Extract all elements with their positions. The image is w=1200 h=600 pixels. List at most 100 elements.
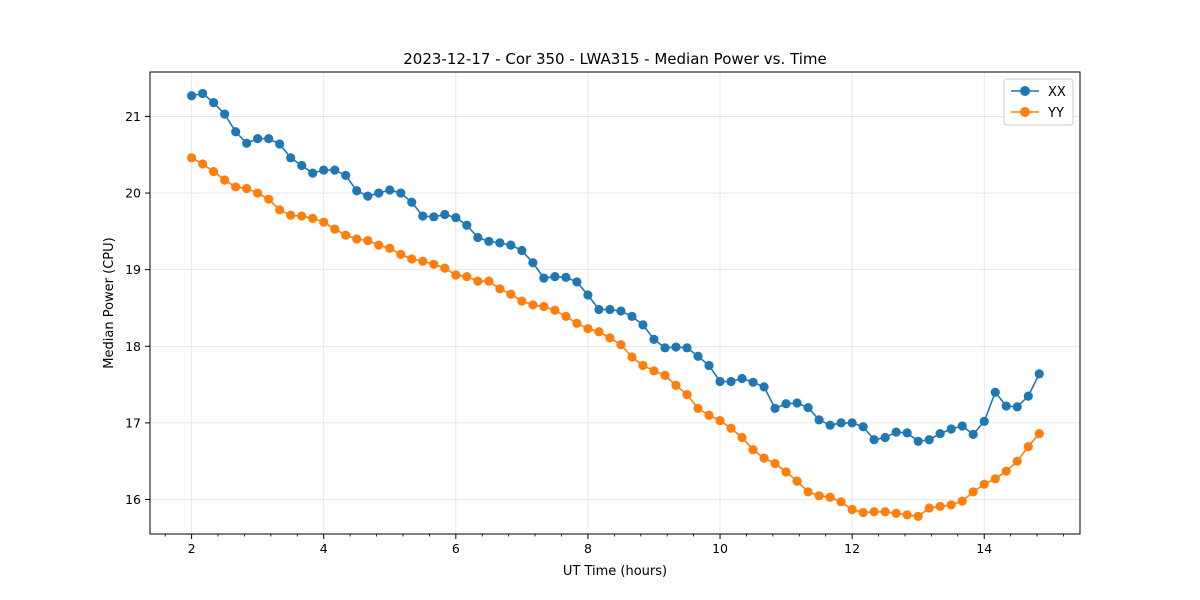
- data-point-xx: [1023, 391, 1033, 401]
- data-point-yy: [1034, 429, 1044, 439]
- data-point-xx: [220, 109, 230, 119]
- data-point-yy: [451, 270, 461, 280]
- data-point-yy: [880, 507, 890, 517]
- data-point-xx: [748, 377, 758, 387]
- data-point-yy: [473, 276, 483, 286]
- data-point-yy: [385, 243, 395, 253]
- data-point-xx: [385, 185, 395, 195]
- x-tick-label: 14: [976, 541, 992, 556]
- data-point-xx: [847, 418, 857, 428]
- legend-marker-yy: [1020, 107, 1030, 117]
- legend-marker-xx: [1020, 86, 1030, 96]
- data-point-xx: [693, 351, 703, 361]
- data-point-xx: [660, 343, 670, 353]
- data-point-xx: [286, 153, 296, 163]
- data-point-xx: [682, 343, 692, 353]
- data-point-xx: [506, 240, 516, 250]
- data-point-xx: [330, 165, 340, 175]
- data-point-yy: [275, 205, 285, 215]
- data-point-xx: [341, 170, 351, 181]
- data-point-yy: [484, 276, 494, 286]
- y-tick-label: 21: [125, 109, 141, 124]
- data-point-xx: [473, 232, 483, 243]
- data-point-yy: [330, 224, 340, 234]
- data-point-xx: [407, 197, 417, 207]
- x-axis-label: UT Time (hours): [563, 564, 667, 579]
- data-point-yy: [737, 432, 747, 443]
- data-point-yy: [660, 370, 670, 380]
- data-point-yy: [308, 213, 318, 223]
- data-point-yy: [407, 254, 417, 264]
- data-point-yy: [847, 504, 857, 515]
- data-point-xx: [1012, 402, 1022, 412]
- data-point-yy: [803, 487, 813, 497]
- data-point-xx: [913, 436, 923, 446]
- data-point-xx: [396, 188, 406, 198]
- data-point-xx: [209, 98, 219, 108]
- data-point-xx: [264, 134, 274, 144]
- data-point-xx: [198, 88, 208, 99]
- data-point-yy: [693, 403, 703, 413]
- legend: XX YY: [1003, 78, 1074, 126]
- data-point-xx: [1034, 369, 1044, 379]
- series-yy: [187, 153, 1044, 521]
- data-point-xx: [583, 290, 593, 300]
- data-point-xx: [957, 421, 967, 431]
- data-point-yy: [748, 445, 758, 455]
- data-point-xx: [902, 428, 912, 438]
- data-point-yy: [396, 249, 406, 259]
- data-point-xx: [935, 429, 945, 439]
- data-point-xx: [429, 212, 439, 222]
- data-point-yy: [902, 510, 912, 520]
- data-point-yy: [440, 263, 450, 273]
- data-point-yy: [1001, 466, 1011, 476]
- data-point-xx: [539, 273, 549, 283]
- grid: [150, 72, 1080, 534]
- data-point-xx: [990, 387, 1000, 397]
- data-point-xx: [484, 236, 494, 246]
- data-point-yy: [374, 240, 384, 250]
- data-point-yy: [836, 497, 846, 507]
- y-tick-label: 17: [125, 415, 141, 430]
- data-point-yy: [429, 259, 439, 269]
- legend-entry-xx: XX: [1011, 85, 1066, 100]
- x-tick-label: 4: [320, 541, 328, 556]
- legend-entry-yy: YY: [1011, 106, 1064, 121]
- x-axis-ticks: 2 4 6 8 10 12 14: [164, 534, 1064, 556]
- data-point-xx: [924, 435, 934, 445]
- data-point-xx: [462, 220, 472, 230]
- data-point-xx: [517, 245, 527, 256]
- data-point-xx: [627, 311, 637, 322]
- data-point-xx: [616, 306, 626, 316]
- data-point-xx: [836, 418, 846, 428]
- data-point-yy: [528, 300, 538, 310]
- data-point-yy: [715, 416, 725, 426]
- data-point-yy: [1012, 456, 1022, 466]
- y-tick-label: 18: [125, 339, 141, 354]
- legend-label-xx: XX: [1048, 85, 1066, 100]
- data-point-yy: [726, 423, 736, 433]
- y-axis-label: Median Power (CPU): [102, 237, 117, 368]
- data-point-yy: [649, 366, 659, 376]
- data-point-yy: [913, 511, 923, 521]
- series-layer: [187, 88, 1044, 521]
- data-point-yy: [825, 492, 835, 502]
- data-point-yy: [462, 271, 472, 282]
- data-point-xx: [638, 320, 648, 330]
- data-point-xx: [1001, 401, 1011, 411]
- data-point-yy: [363, 235, 373, 246]
- data-point-xx: [528, 258, 538, 268]
- data-point-xx: [253, 134, 263, 144]
- data-point-yy: [781, 467, 791, 477]
- data-point-xx: [297, 160, 307, 171]
- data-point-xx: [891, 427, 901, 437]
- data-point-yy: [594, 327, 604, 337]
- data-point-yy: [319, 217, 329, 227]
- data-point-yy: [638, 360, 648, 371]
- data-point-yy: [682, 389, 692, 400]
- data-point-yy: [616, 340, 626, 350]
- data-point-xx: [418, 211, 428, 221]
- data-point-xx: [550, 271, 560, 282]
- data-point-yy: [979, 479, 989, 489]
- data-point-yy: [352, 234, 362, 244]
